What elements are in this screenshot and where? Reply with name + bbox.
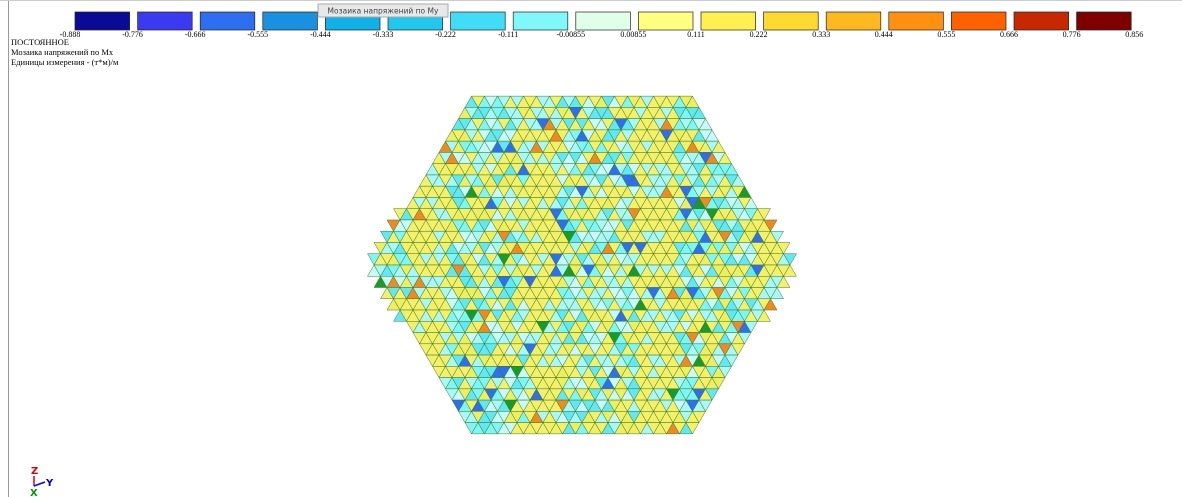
mesh-element — [698, 399, 713, 412]
legend-label: 0.555 — [937, 30, 955, 39]
legend-label: -0.888 — [60, 30, 81, 39]
axis-x-label: X — [30, 488, 38, 497]
legend-swatch — [512, 11, 569, 31]
mesh-element — [763, 298, 778, 311]
axis-z-label: Z — [31, 466, 38, 477]
legend-swatch — [1076, 11, 1132, 31]
legend-label: -0.222 — [435, 30, 456, 39]
legend-swatch — [1013, 11, 1069, 31]
legend-label: 0.00855 — [620, 30, 646, 39]
mesh-element — [692, 411, 706, 424]
legend-label: -0.00855 — [556, 30, 585, 39]
legend-label: -0.776 — [122, 30, 143, 39]
mesh-element — [711, 377, 726, 390]
tooltip: Мозаика напряжений по Му — [328, 7, 439, 16]
mesh-element — [685, 422, 700, 435]
legend-label: 0.444 — [875, 30, 893, 39]
axis-y — [33, 481, 46, 487]
axis-icon: Z Y X — [30, 466, 54, 497]
legend-label: 0.666 — [1000, 30, 1018, 39]
legend-label: -0.333 — [373, 30, 394, 39]
mesh-element — [770, 230, 784, 243]
mesh-element — [770, 287, 784, 300]
legend-swatch — [825, 11, 882, 31]
mesh-element — [763, 219, 778, 232]
legend-swatch — [638, 11, 694, 31]
legend-label: 0.333 — [812, 30, 830, 39]
mesh-element — [783, 253, 797, 266]
legend-label: -0.555 — [247, 30, 268, 39]
legend-label: 0.222 — [750, 30, 768, 39]
legend-swatch — [450, 11, 506, 31]
legend-swatch — [700, 11, 756, 31]
mesh-element — [776, 275, 791, 288]
legend-swatch — [575, 11, 631, 31]
mesh-element — [757, 309, 771, 322]
legend-label: -0.111 — [498, 30, 518, 39]
axis-y-label: Y — [45, 478, 54, 489]
legend-swatch — [888, 11, 944, 31]
mesh-element — [705, 388, 719, 401]
mesh-element — [757, 208, 771, 221]
legend-swatch — [262, 11, 318, 31]
legend-label: -0.444 — [310, 30, 331, 39]
mesh-element — [718, 366, 732, 379]
color-legend: -0.888 -0.776 -0.666 -0.555 -0.444 -0.333 -0.2… — [60, 11, 1143, 39]
legend-swatch — [137, 11, 193, 31]
info-line: Мозаика напряжений по Mx — [11, 47, 114, 57]
info-line: Единицы измерения - (т*м)/м — [11, 57, 119, 67]
legend-label: 0.776 — [1063, 30, 1081, 39]
legend-label: -0.666 — [185, 30, 206, 39]
info-line: ПОСТОЯННОЕ — [11, 37, 69, 47]
mesh-element — [744, 321, 758, 334]
mesh-element — [731, 343, 745, 356]
legend-swatch — [74, 11, 130, 31]
legend-label: 0.111 — [687, 30, 704, 39]
legend-swatch — [199, 11, 256, 31]
mesh-element — [783, 264, 797, 277]
legend-label: 0.856 — [1125, 30, 1143, 39]
mesh-element — [737, 332, 752, 345]
legend-swatch — [763, 11, 819, 31]
mesh-element — [776, 242, 791, 255]
tooltip-box — [317, 3, 449, 18]
mesh-element — [724, 354, 739, 367]
legend-swatch — [951, 11, 1007, 31]
stress-mosaic — [367, 95, 797, 435]
